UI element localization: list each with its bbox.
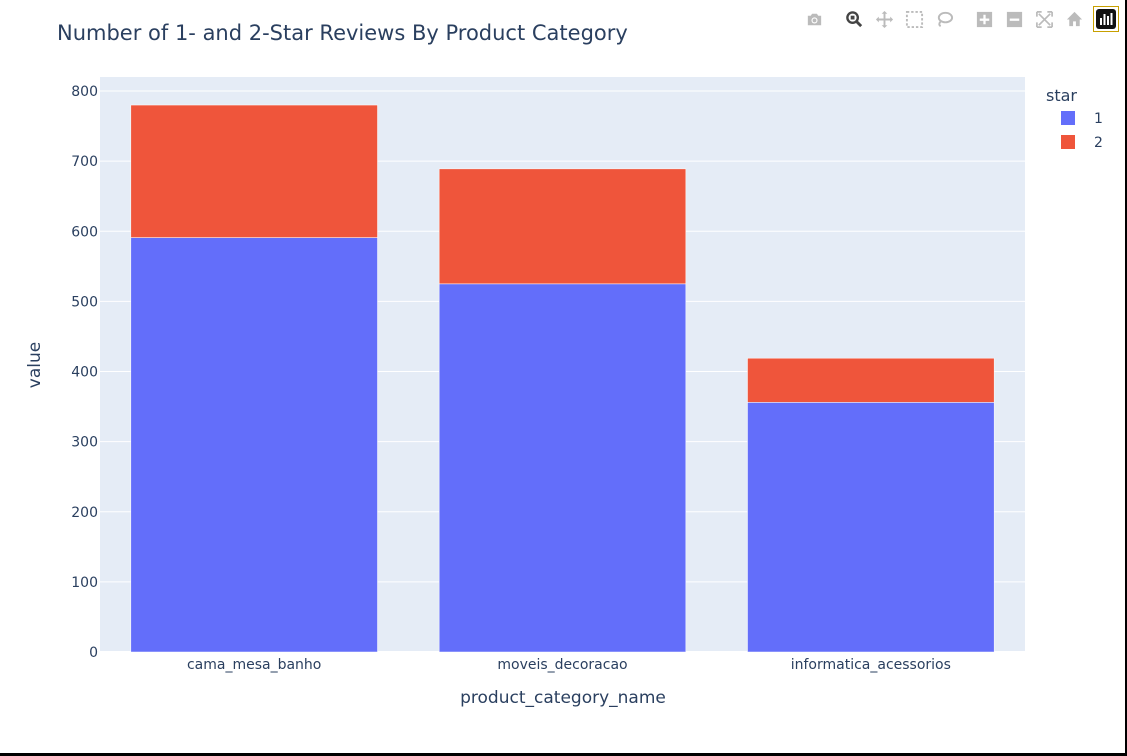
pan-icon[interactable] [869,7,899,31]
x-tick-label: cama_mesa_banho [187,657,321,673]
y-tick-label: 0 [89,645,98,661]
x-tick-label: informatica_acessorios [791,657,951,673]
autoscale-icon[interactable] [1029,7,1059,31]
zoom-icon[interactable] [839,7,869,31]
bar-cama_mesa_banho-star-2[interactable] [130,104,378,238]
modebar [799,6,1119,32]
bar-moveis_decoracao-star-2[interactable] [438,168,687,285]
bar-informatica_acessorios-star-1[interactable] [747,402,995,653]
y-tick-label: 800 [71,84,98,100]
plotly-logo-icon[interactable] [1093,6,1119,32]
legend-swatch-2[interactable] [1061,135,1075,149]
legend-swatch-1[interactable] [1061,111,1075,125]
chart-title: Number of 1- and 2-Star Reviews By Produ… [57,21,628,45]
y-axis-title: value [25,342,45,388]
y-axis-ticks: 0 100 200 300 400 500 600 700 800 [71,84,98,661]
legend: star 1 2 [1046,86,1103,151]
box-select-icon[interactable] [899,7,929,31]
lasso-select-icon[interactable] [929,7,959,31]
x-axis-ticks: cama_mesa_banho moveis_decoracao informati… [187,657,951,673]
camera-icon[interactable] [799,7,829,31]
y-tick-label: 700 [71,154,98,170]
reset-axes-icon[interactable] [1059,7,1089,31]
y-tick-label: 300 [71,435,98,451]
legend-title: star [1046,86,1077,105]
y-tick-label: 100 [71,575,98,591]
y-tick-label: 200 [71,505,98,521]
legend-label-2[interactable]: 2 [1094,135,1103,151]
zoom-out-icon[interactable] [999,7,1029,31]
bar-cama_mesa_banho-star-1[interactable] [130,237,378,653]
y-tick-label: 600 [71,224,98,240]
bars [130,104,995,653]
y-tick-label: 400 [71,365,98,381]
bar-moveis_decoracao-star-1[interactable] [438,283,687,653]
legend-label-1[interactable]: 1 [1094,111,1103,127]
bar-informatica_acessorios-star-2[interactable] [747,357,995,403]
y-tick-label: 500 [71,294,98,310]
x-axis-title: product_category_name [460,688,666,708]
x-tick-label: moveis_decoracao [497,657,627,673]
zoom-in-icon[interactable] [969,7,999,31]
